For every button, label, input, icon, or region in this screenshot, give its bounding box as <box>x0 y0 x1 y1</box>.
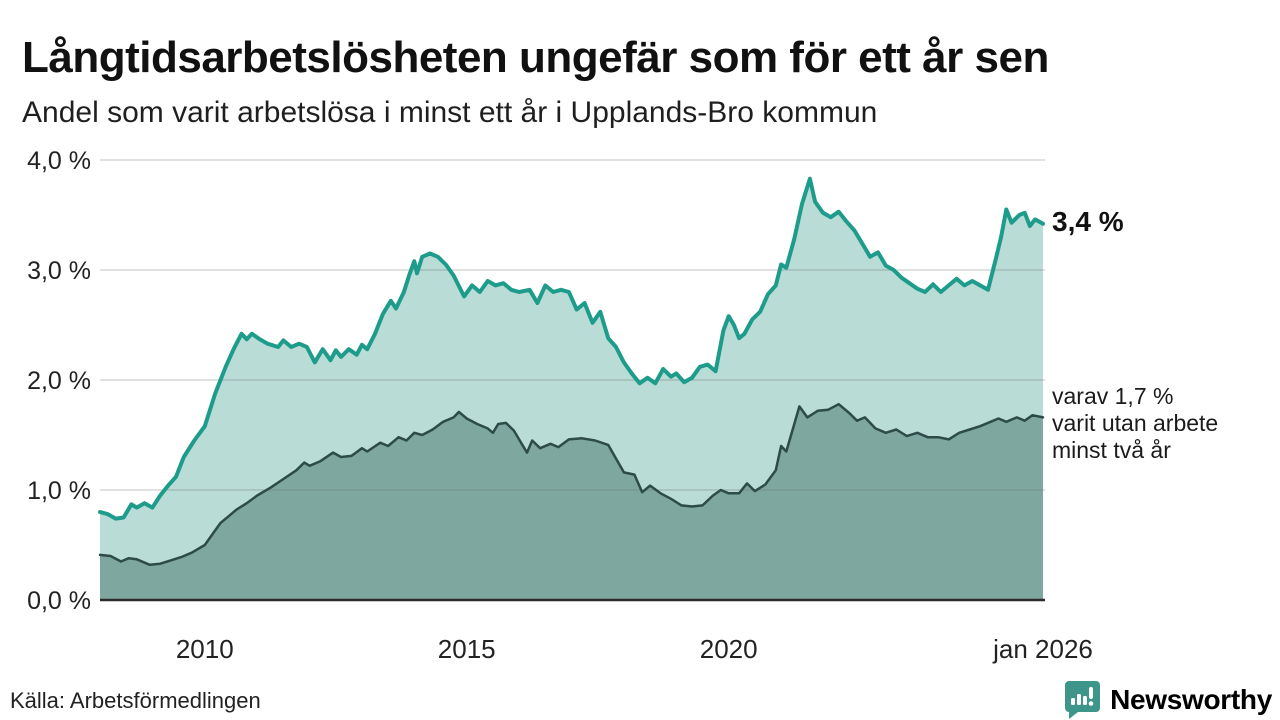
x-tick-label-jan 2026: jan 2026 <box>992 634 1093 664</box>
two-year-annotation-line1: varav 1,7 % <box>1052 383 1174 409</box>
chart-subtitle: Andel som varit arbetslösa i minst ett å… <box>22 96 878 129</box>
y-tick-label-2: 2,0 % <box>27 367 91 395</box>
series-area-1 <box>100 404 1043 600</box>
x-tick-label-2010: 2010 <box>176 634 234 664</box>
two-year-annotation-line2: varit utan arbete <box>1052 410 1219 436</box>
newsworthy-logo: Newsworthy <box>1064 680 1272 720</box>
y-tick-label-4: 4,0 % <box>27 147 91 175</box>
source-credit: Källa: Arbetsförmedlingen <box>10 688 261 713</box>
y-tick-label-0: 0,0 % <box>27 587 91 615</box>
page-title: Långtidsarbetslösheten ungefär som för e… <box>22 33 1049 83</box>
series-line-1 <box>98 402 1045 567</box>
two-year-annotation-line3: minst två år <box>1052 437 1171 463</box>
x-tick-label-2015: 2015 <box>438 634 496 664</box>
y-tick-label-1: 1,0 % <box>27 477 91 505</box>
series-line-0 <box>98 176 1045 521</box>
two-year-annotation: varav 1,7 % varit utan arbete minst två … <box>1052 383 1218 464</box>
y-tick-label-3: 3,0 % <box>27 257 91 285</box>
x-tick-label-2020: 2020 <box>700 634 758 664</box>
latest-value-label: 3,4 % <box>1052 206 1124 237</box>
newsworthy-wordmark: Newsworthy <box>1110 684 1272 715</box>
newsworthy-icon <box>1065 681 1101 719</box>
